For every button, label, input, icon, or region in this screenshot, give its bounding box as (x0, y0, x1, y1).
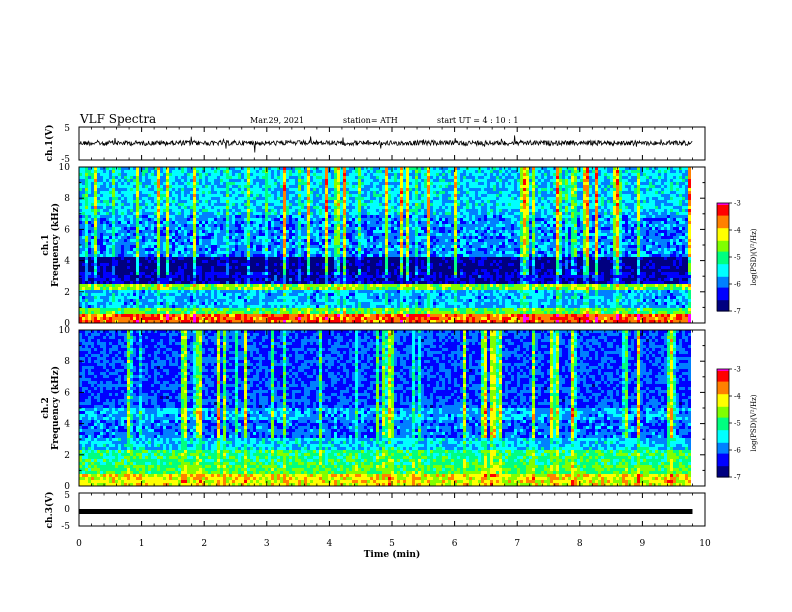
xtick-label: 2 (201, 539, 207, 549)
ch2-colorbar: -3 -4 -5 -6 -7 log(PSD)(V²/Hz) (716, 366, 758, 482)
colorbar-tick: -5 (734, 254, 741, 262)
ch2-spectrogram-image (79, 330, 705, 486)
ytick-label: 4 (64, 257, 70, 267)
ch2-spectrogram-ylabel-line1: ch.2 (41, 397, 51, 418)
station-label: station= ATH (343, 116, 398, 125)
ytick-label: 10 (59, 163, 71, 173)
ch1-colorbar: -3 -4 -5 -6 -7 log(PSD)(V²/Hz) (716, 200, 758, 316)
colorbar-tick: -4 (734, 227, 741, 235)
xtick-label: 3 (264, 539, 270, 549)
date-label: Mar.29, 2021 (250, 116, 304, 125)
colorbar-tick: -5 (734, 420, 741, 428)
ytick-label: 2 (64, 451, 70, 461)
ytick-label: 0 (64, 482, 70, 492)
time-xlabel: Time (min) (364, 549, 421, 560)
colorbar-tick: -6 (734, 281, 741, 289)
xtick-label: 4 (327, 539, 333, 549)
ch1-ytick-neg5: -5 (61, 155, 70, 165)
ch1-spectrogram-panel: 0 2 4 6 8 10 ch.1 Frequency (kHz) (41, 163, 706, 329)
xtick-label: 6 (452, 539, 458, 549)
ch1-ytick-5: 5 (64, 124, 70, 134)
colorbar-tick: -3 (734, 200, 741, 208)
ch1-waveform-panel: 5 -5 ch.1(V) (44, 124, 706, 165)
figure-title: VLF Spectra (79, 112, 156, 126)
ytick-label: 8 (64, 357, 70, 367)
ch3-ytick-neg5: -5 (61, 522, 70, 532)
ch1-waveform-ylabel: ch.1(V) (44, 125, 55, 162)
ch1-waveform-trace (78, 135, 693, 153)
ch3-waveform-line (79, 509, 693, 514)
start-time-label: start UT = 4 : 10 : 1 (437, 116, 518, 125)
ytick-label: 6 (64, 225, 70, 235)
colorbar-tick: -7 (734, 474, 741, 482)
colorbar-tick: -6 (734, 447, 741, 455)
xtick-label: 9 (640, 539, 646, 549)
ch3-waveform-panel: 5 0 -5 ch.3(V) 0 1 2 3 4 5 6 7 8 9 10 Time (min) (44, 491, 711, 560)
colorbar-tick: -3 (734, 366, 741, 374)
xtick-label: 7 (514, 539, 520, 549)
xtick-label: 8 (577, 539, 583, 549)
xtick-label: 5 (389, 539, 395, 549)
colorbar-tick: -4 (734, 393, 741, 401)
xtick-label: 10 (699, 539, 711, 549)
colorbar-tick: -7 (734, 308, 741, 316)
ch3-waveform-trace (79, 509, 693, 514)
ytick-label: 8 (64, 194, 70, 204)
colorbar-label: log(PSD)(V²/Hz) (750, 228, 758, 285)
ch3-ytick-0: 0 (64, 505, 70, 515)
ch1-spectrogram-image (79, 167, 705, 323)
ytick-label: 6 (64, 388, 70, 398)
ytick-label: 0 (64, 319, 70, 329)
ch3-ytick-5: 5 (64, 491, 70, 501)
xtick-label: 0 (76, 539, 82, 549)
ch3-waveform-ylabel: ch.3(V) (44, 492, 55, 529)
ch1-waveform-line (78, 135, 693, 153)
ch1-spectrogram-ylabel-line2: Frequency (kHz) (50, 203, 61, 287)
ch2-spectrogram-ylabel-line2: Frequency (kHz) (50, 366, 61, 450)
ch1-spectrogram-ylabel-line1: ch.1 (41, 234, 51, 255)
ytick-label: 10 (59, 326, 71, 336)
xtick-label: 1 (139, 539, 145, 549)
ytick-label: 2 (64, 288, 70, 298)
ytick-label: 4 (64, 420, 70, 430)
ch2-spectrogram-panel: 0 2 4 6 8 10 ch.2 Frequency (kHz) (41, 326, 706, 492)
colorbar-label: log(PSD)(V²/Hz) (750, 394, 758, 451)
